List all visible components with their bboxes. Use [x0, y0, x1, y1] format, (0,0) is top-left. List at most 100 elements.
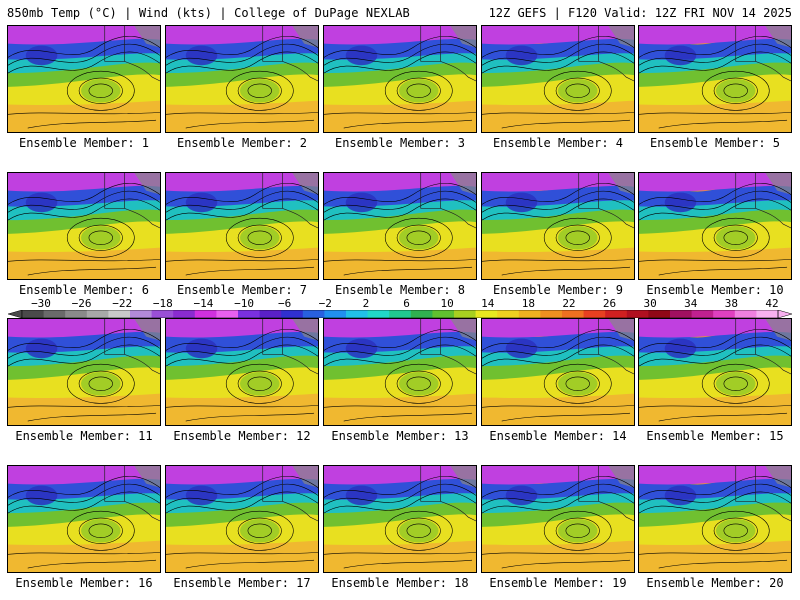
- colorbar-segment: [497, 310, 520, 318]
- colorbar-tick-label: −6: [278, 297, 292, 310]
- colorbar-segment: [734, 310, 757, 318]
- colorbar-segment: [389, 310, 412, 318]
- colorbar-tick-label: 30: [643, 297, 657, 310]
- ensemble-panel: Ensemble Member: 10: [638, 172, 792, 297]
- ensemble-panel: Ensemble Member: 5: [638, 25, 792, 150]
- colorbar-segment: [518, 310, 541, 318]
- ensemble-map: [7, 318, 161, 426]
- colorbar-tick-label: −2: [318, 297, 332, 310]
- temperature-map: [8, 173, 160, 279]
- colorbar-segment: [238, 310, 260, 318]
- ensemble-map: [323, 318, 477, 426]
- colorbar-segment: [583, 310, 606, 318]
- temperature-map: [482, 26, 634, 132]
- colorbar-tick-label: 6: [403, 297, 410, 310]
- colorbar-segment: [22, 310, 44, 318]
- colorbar-segment: [713, 310, 736, 318]
- colorbar-tick-label: 42: [765, 297, 779, 310]
- ensemble-member-label: Ensemble Member: 17: [173, 576, 311, 590]
- ensemble-map: [638, 318, 792, 426]
- colorbar-tick-labels: −30 −26 −22 −18 −14 −10 −6 −2 2 6 10 14 18 22 26 30 34 38…: [8, 297, 792, 310]
- colorbar-segment: [302, 310, 325, 318]
- temperature-map: [324, 466, 476, 572]
- ensemble-panel: Ensemble Member: 3: [323, 25, 477, 150]
- temperature-map: [166, 173, 318, 279]
- temperature-map: [639, 466, 791, 572]
- colorbar-tick-label: −30: [31, 297, 51, 310]
- colorbar-segment: [86, 310, 109, 318]
- colorbar-segment: [605, 310, 628, 318]
- ensemble-map: [638, 465, 792, 573]
- ensemble-map: [165, 172, 319, 280]
- temperature-map: [639, 26, 791, 132]
- temperature-map: [639, 173, 791, 279]
- ensemble-member-label: Ensemble Member: 12: [173, 429, 311, 443]
- ensemble-panel: Ensemble Member: 20: [638, 465, 792, 590]
- temperature-map: [324, 319, 476, 425]
- ensemble-panel: Ensemble Member: 9: [481, 172, 635, 297]
- temperature-colorbar: −30 −26 −22 −18 −14 −10 −6 −2 2 6 10 14 18 22 26 30 34 38…: [8, 297, 792, 318]
- ensemble-panel: Ensemble Member: 1: [7, 25, 161, 150]
- ensemble-member-label: Ensemble Member: 10: [646, 283, 784, 297]
- ensemble-member-label: Ensemble Member: 1: [18, 136, 150, 150]
- colorbar-segment: [151, 310, 174, 318]
- ensemble-map: [165, 465, 319, 573]
- colorbar-tick-label: 34: [684, 297, 698, 310]
- ensemble-member-label: Ensemble Member: 16: [15, 576, 153, 590]
- ensemble-member-label: Ensemble Member: 9: [492, 283, 624, 297]
- temperature-map: [8, 466, 160, 572]
- temperature-map: [166, 466, 318, 572]
- colorbar-segment: [108, 310, 131, 318]
- colorbar-segment: [130, 310, 152, 318]
- ensemble-panel: Ensemble Member: 6: [7, 172, 161, 297]
- ensemble-member-label: Ensemble Member: 2: [176, 136, 308, 150]
- ensemble-map: [165, 25, 319, 133]
- colorbar-segment: [540, 310, 563, 318]
- temperature-map: [482, 466, 634, 572]
- ensemble-map: [481, 318, 635, 426]
- ensemble-panel: Ensemble Member: 12: [165, 318, 319, 443]
- colorbar-tick-label: 2: [362, 297, 370, 310]
- colorbar-segment: [562, 310, 584, 318]
- temperature-map: [324, 173, 476, 279]
- colorbar-max-arrow: [777, 310, 792, 318]
- ensemble-map: [7, 25, 161, 133]
- colorbar-tick-label: 14: [481, 297, 495, 310]
- colorbar-segment: [65, 310, 88, 318]
- colorbar-tick-label: 10: [440, 297, 454, 310]
- colorbar-tick-label: −10: [234, 297, 254, 310]
- colorbar-tick-label: 22: [562, 297, 576, 310]
- colorbar-tick-label: −14: [193, 297, 214, 310]
- ensemble-map: [165, 318, 319, 426]
- colorbar-tick-label: −18: [152, 297, 173, 310]
- ensemble-panel: Ensemble Member: 8: [323, 172, 477, 297]
- product-title: 850mb Temp (°C) | Wind (kts) | College o…: [7, 6, 410, 20]
- ensemble-panel: Ensemble Member: 11: [7, 318, 161, 443]
- colorbar-segment: [648, 310, 671, 318]
- colorbar-segment: [432, 310, 455, 318]
- header: 850mb Temp (°C) | Wind (kts) | College o…: [0, 0, 800, 22]
- colorbar-tick-label: 18: [521, 297, 535, 310]
- temperature-map: [166, 319, 318, 425]
- ensemble-panel: Ensemble Member: 15: [638, 318, 792, 443]
- temperature-map: [482, 319, 634, 425]
- ensemble-panel: Ensemble Member: 17: [165, 465, 319, 590]
- ensemble-panel: Ensemble Member: 19: [481, 465, 635, 590]
- ensemble-panel: Ensemble Member: 7: [165, 172, 319, 297]
- ensemble-member-label: Ensemble Member: 3: [334, 136, 466, 150]
- ensemble-map: [481, 465, 635, 573]
- colorbar-segment: [691, 310, 714, 318]
- colorbar-segment: [173, 310, 196, 318]
- ensemble-member-label: Ensemble Member: 13: [331, 429, 469, 443]
- colorbar-segment: [259, 310, 282, 318]
- ensemble-map: [323, 25, 477, 133]
- ensemble-member-label: Ensemble Member: 19: [489, 576, 627, 590]
- ensemble-map: [481, 25, 635, 133]
- colorbar-segment: [43, 310, 66, 318]
- temperature-map: [324, 26, 476, 132]
- ensemble-panel: Ensemble Member: 18: [323, 465, 477, 590]
- ensemble-map: [323, 465, 477, 573]
- ensemble-panel: Ensemble Member: 16: [7, 465, 161, 590]
- ensemble-member-label: Ensemble Member: 14: [489, 429, 627, 443]
- ensemble-member-label: Ensemble Member: 5: [649, 136, 781, 150]
